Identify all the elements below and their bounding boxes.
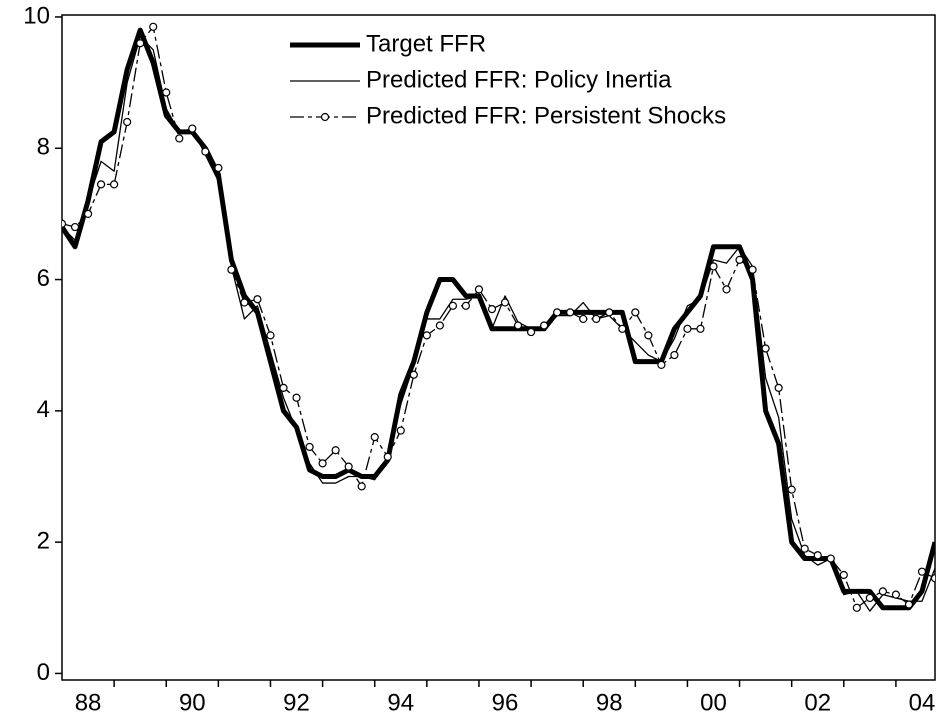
point-marker [344, 462, 353, 471]
point-marker [526, 327, 536, 337]
legend-marker [320, 112, 330, 122]
x-tick-label: 02 [804, 689, 831, 716]
point-marker [670, 350, 679, 360]
point-marker [357, 482, 366, 491]
point-marker [709, 262, 718, 271]
point-marker [500, 298, 510, 307]
x-tick-label: 94 [387, 689, 414, 716]
point-marker [891, 590, 901, 599]
point-marker [162, 88, 171, 97]
point-marker [513, 321, 523, 330]
legend-label: Predicted FFR: Policy Inertia [366, 66, 672, 93]
point-marker [605, 308, 614, 317]
point-marker [383, 452, 392, 461]
point-marker [370, 433, 379, 442]
point-marker [800, 544, 809, 553]
point-marker [240, 298, 249, 307]
point-marker [331, 446, 340, 455]
point-marker [826, 554, 835, 563]
point-marker [657, 360, 666, 369]
y-tick-label: 8 [37, 134, 50, 161]
point-marker [110, 180, 119, 189]
plot-frame [61, 14, 936, 681]
point-marker [83, 209, 93, 219]
point-marker [904, 600, 914, 609]
x-tick-label: 96 [492, 689, 519, 716]
point-marker [566, 308, 575, 317]
point-marker [813, 551, 822, 560]
point-marker [618, 324, 627, 333]
point-marker [409, 370, 418, 379]
point-marker [631, 308, 640, 317]
point-marker [540, 321, 549, 330]
point-marker [136, 39, 145, 48]
point-marker [435, 321, 444, 330]
point-marker [149, 22, 158, 31]
y-tick-label: 6 [37, 265, 50, 292]
legend-label: Target FFR [366, 30, 486, 57]
point-marker [175, 134, 184, 143]
y-tick-label: 4 [37, 396, 50, 423]
x-tick-label: 90 [179, 689, 206, 716]
point-marker [305, 442, 314, 452]
point-marker [579, 314, 588, 324]
point-marker [592, 314, 601, 324]
point-marker [279, 383, 288, 392]
y-tick-label: 0 [37, 659, 50, 686]
point-marker [123, 117, 132, 127]
y-tick-label: 2 [37, 527, 50, 554]
point-marker [878, 587, 887, 596]
point-marker [865, 593, 874, 603]
point-marker [553, 308, 562, 317]
point-marker [787, 485, 796, 494]
point-marker [761, 344, 770, 353]
point-marker [461, 301, 471, 310]
point-marker [748, 265, 757, 274]
point-marker [62, 219, 67, 228]
point-marker [227, 265, 236, 274]
point-marker [201, 147, 210, 156]
series-line [62, 36, 935, 612]
x-tick-label: 88 [75, 689, 102, 716]
point-marker [774, 383, 783, 392]
point-marker [253, 295, 262, 304]
x-tick-label: 00 [700, 689, 727, 716]
point-marker [487, 304, 497, 314]
point-marker [266, 331, 275, 340]
plot-area [62, 22, 935, 612]
point-marker [70, 222, 80, 232]
point-marker [930, 574, 935, 583]
x-tick-label: 98 [596, 689, 623, 716]
point-marker [683, 324, 692, 333]
point-marker [839, 570, 848, 580]
point-marker [214, 163, 223, 173]
point-marker [696, 324, 705, 333]
point-marker [474, 285, 484, 294]
y-tick-label: 10 [23, 2, 50, 29]
point-marker [188, 124, 197, 133]
point-marker [448, 301, 457, 310]
point-marker [722, 285, 731, 294]
x-tick-label: 92 [283, 689, 310, 716]
legend-label: Predicted FFR: Persistent Shocks [366, 102, 726, 129]
point-marker [292, 393, 301, 402]
point-marker [917, 567, 927, 576]
point-marker [644, 331, 653, 340]
point-marker [396, 426, 405, 435]
point-marker [852, 603, 861, 612]
point-marker [318, 459, 327, 468]
point-marker [96, 180, 106, 189]
point-marker [735, 255, 744, 264]
x-tick-label: 04 [909, 689, 936, 716]
point-marker [422, 331, 431, 340]
